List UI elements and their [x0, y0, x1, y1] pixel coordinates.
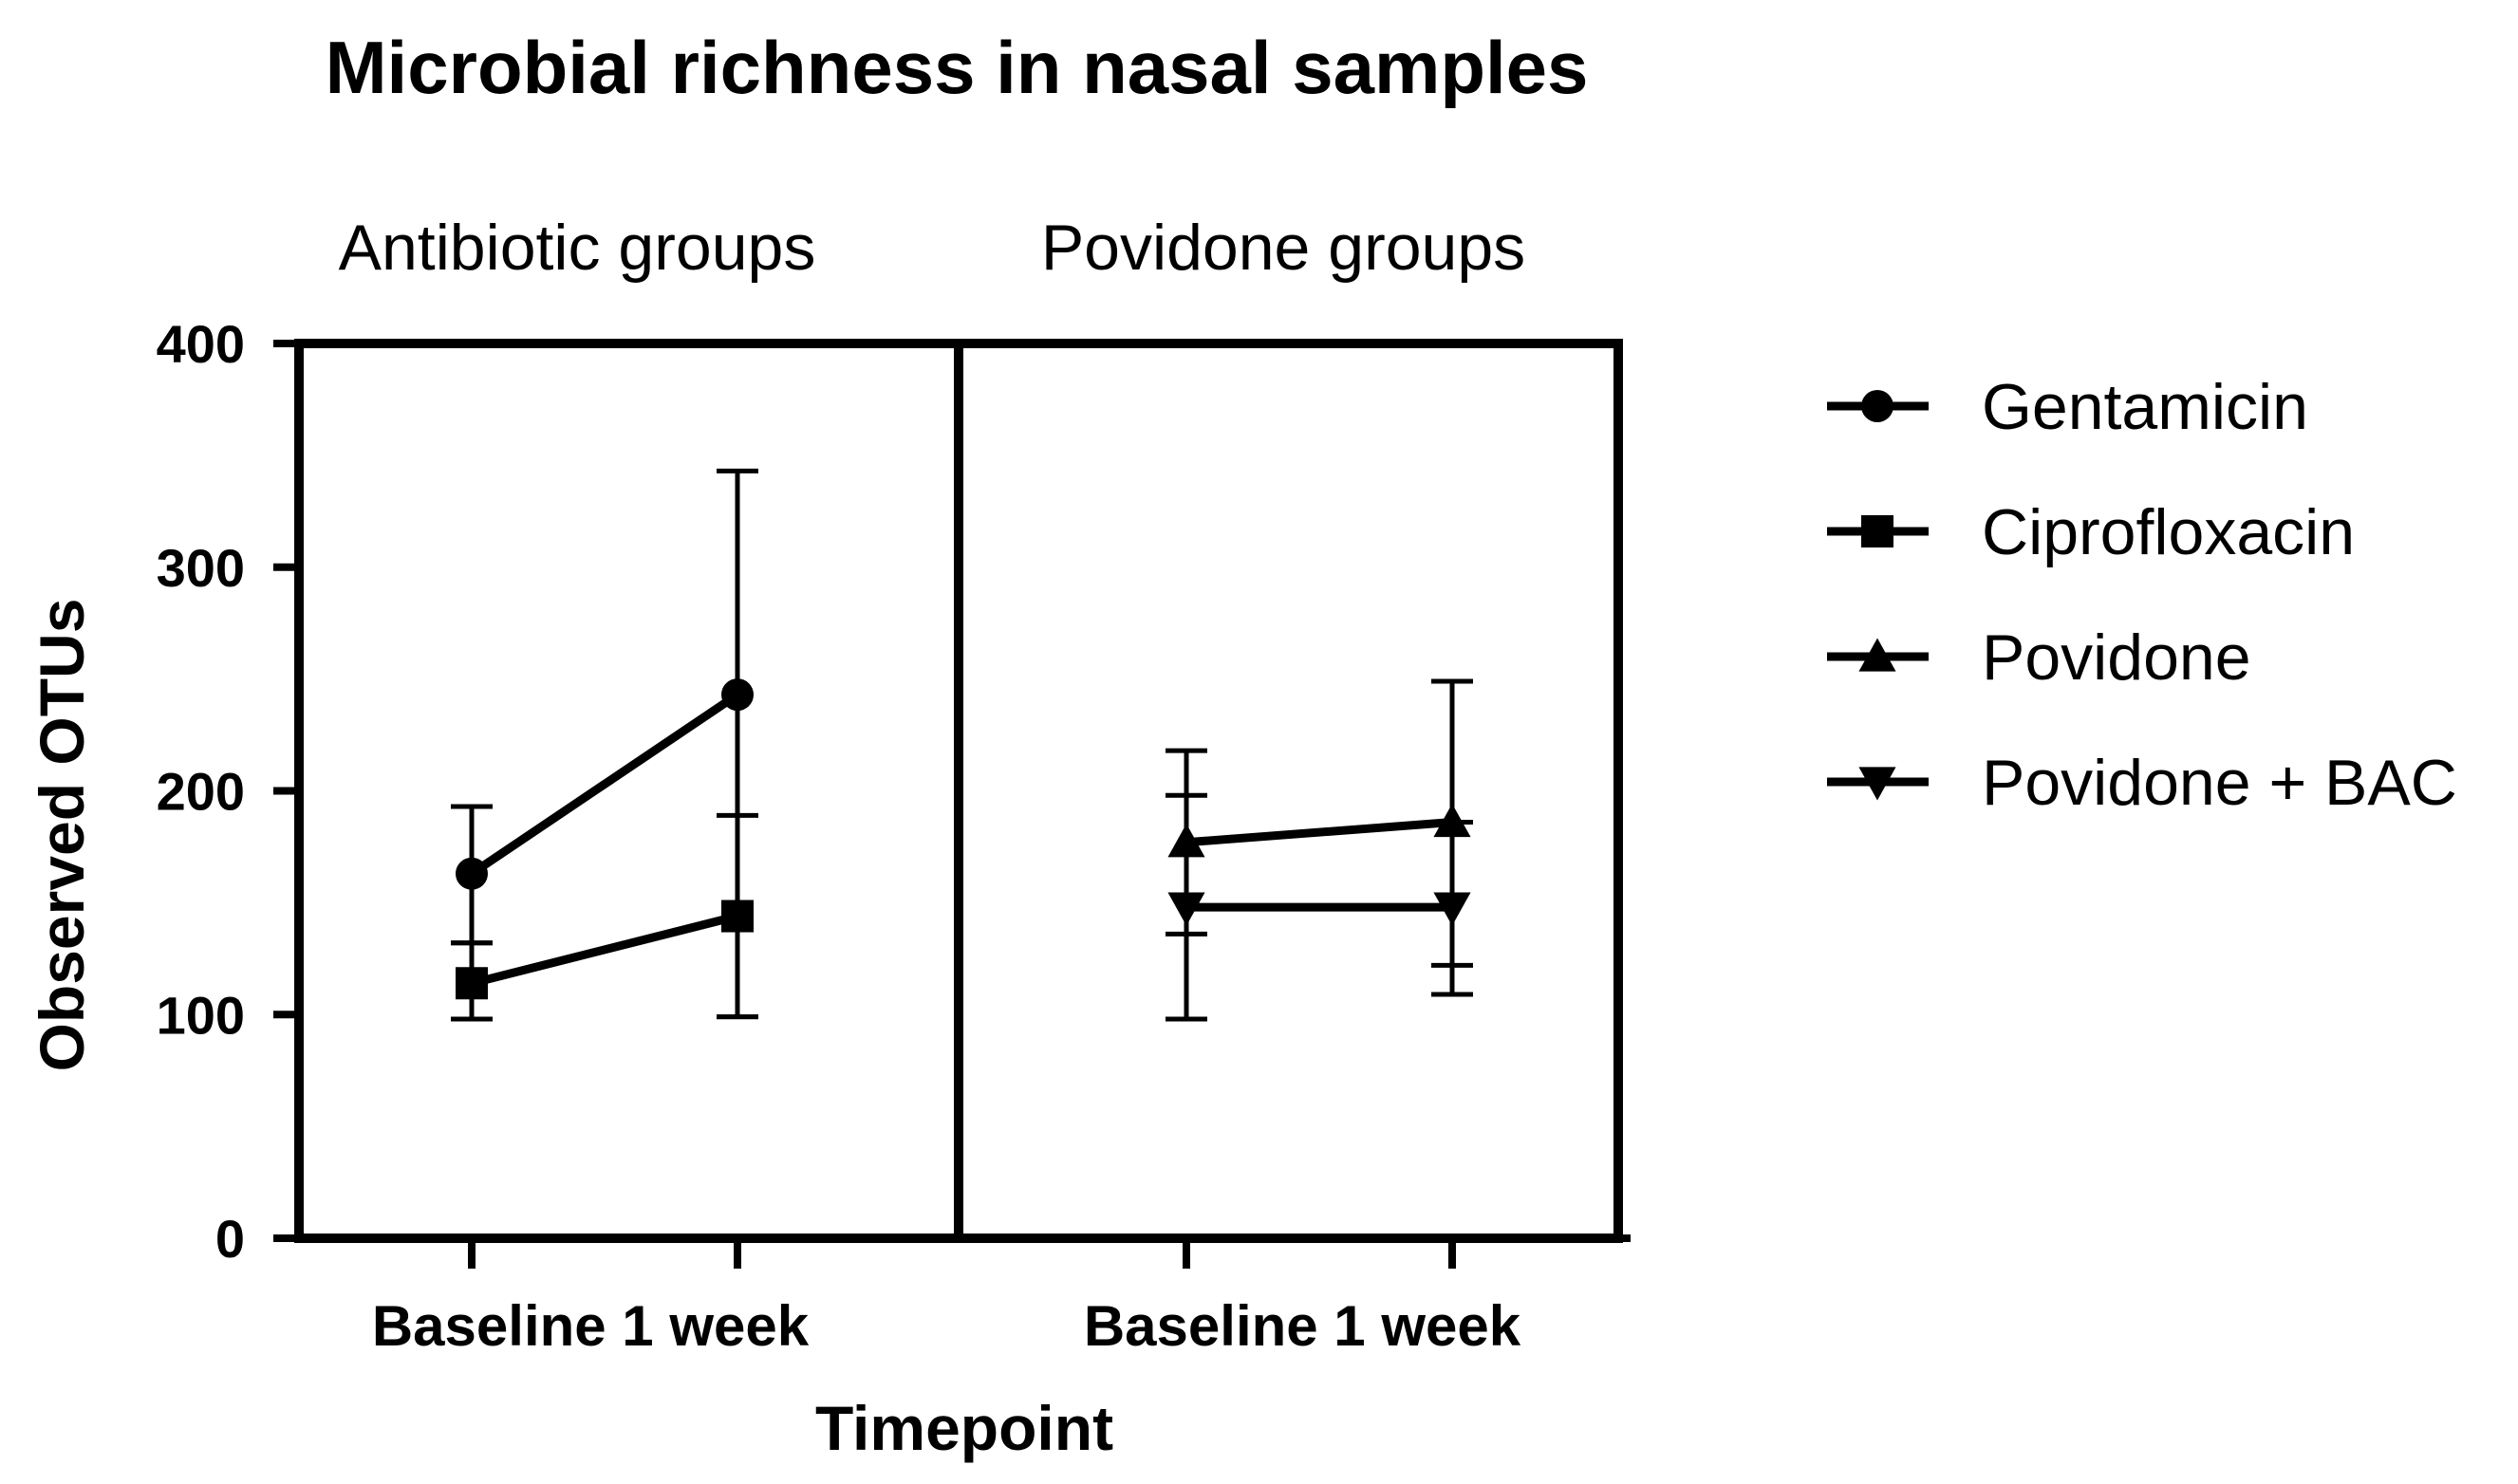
legend-item-ciprofloxacin: Ciprofloxacin	[1827, 496, 2355, 568]
legend-item-povidone: Povidone	[1827, 621, 2251, 694]
panel-frame-2	[954, 339, 1623, 1243]
panel-label-povidone: Povidone groups	[1041, 212, 1525, 284]
legend-marker-povidone-bac	[1858, 767, 1896, 801]
data-point-povidone-bac-1	[1167, 892, 1205, 926]
legend-marker-gentamicin	[1861, 390, 1893, 422]
series-line-povidone	[1185, 818, 1453, 847]
panel-frame-1	[294, 339, 963, 1243]
y-tick-label-300: 300	[157, 538, 245, 598]
plot-area: 0 100 200 300 400	[157, 314, 1631, 1269]
series-povidone-bac	[1166, 792, 1473, 1022]
y-axis-title: Observed OTUs	[27, 599, 97, 1072]
chart-title: Microbial richness in nasal samples	[326, 26, 1589, 109]
series-line-ciprofloxacin	[470, 912, 739, 988]
legend: Gentamicin Ciprofloxacin Povidone Povidone …	[1827, 371, 2457, 819]
y-tick-label-100: 100	[157, 985, 245, 1045]
series-povidone	[1166, 678, 1473, 968]
x-category-labels-povidone: Baseline 1 week	[1084, 1294, 1521, 1358]
legend-marker-ciprofloxacin	[1861, 515, 1893, 547]
panel-label-antibiotic: Antibiotic groups	[339, 212, 816, 284]
data-point-gentamicin-2	[721, 678, 754, 712]
data-point-ciprofloxacin-2	[721, 900, 754, 933]
y-tick-label-0: 0	[215, 1209, 245, 1269]
legend-item-gentamicin: Gentamicin	[1827, 371, 2308, 443]
data-point-povidone-bac-2	[1433, 892, 1471, 926]
series-line-gentamicin	[469, 691, 740, 878]
y-tick-label-200: 200	[157, 762, 245, 822]
y-tick-label-400: 400	[157, 314, 245, 374]
legend-label-ciprofloxacin: Ciprofloxacin	[1982, 496, 2355, 568]
x-axis-title: Timepoint	[815, 1393, 1113, 1463]
series-gentamicin	[451, 468, 758, 1020]
data-point-gentamicin-1	[456, 857, 488, 890]
series-ciprofloxacin	[451, 812, 758, 1022]
legend-label-gentamicin: Gentamicin	[1982, 371, 2308, 443]
legend-item-povidone-bac: Povidone + BAC	[1827, 747, 2457, 819]
legend-label-povidone-bac: Povidone + BAC	[1982, 747, 2457, 819]
x-category-labels-antibiotic: Baseline 1 week	[372, 1294, 810, 1358]
legend-label-povidone: Povidone	[1982, 621, 2251, 694]
data-point-ciprofloxacin-1	[456, 967, 488, 1000]
legend-marker-povidone	[1858, 638, 1896, 672]
